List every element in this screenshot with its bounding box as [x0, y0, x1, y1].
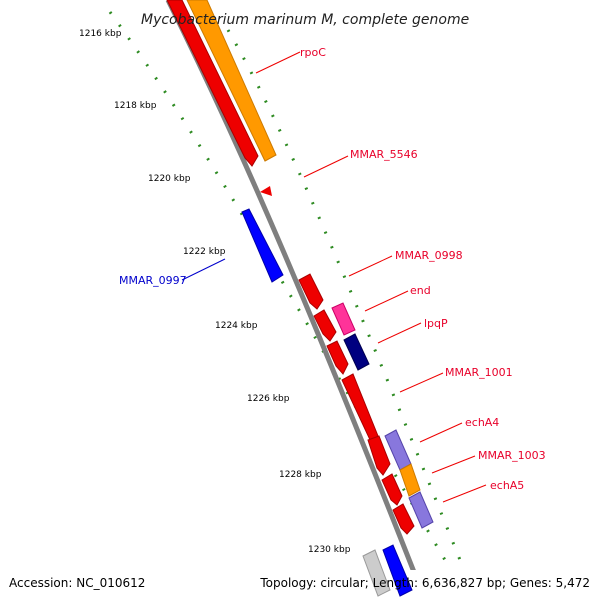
map-title: Mycobacterium marinum M, complete genome — [141, 12, 469, 28]
gene-label-MMAR_5546[interactable]: MMAR_5546 — [350, 148, 418, 161]
tick-label: 1230 kbp — [308, 545, 351, 555]
tick-rail-outer — [108, 11, 453, 570]
leader-line-reverse — [181, 258, 226, 281]
tick-label: 1220 kbp — [148, 174, 191, 184]
gene-label-MMAR_1003[interactable]: MMAR_1003 — [478, 449, 546, 462]
gene-MMAR_1003-orange[interactable] — [399, 463, 421, 497]
gene-rpoC-red[interactable] — [166, 0, 259, 167]
leader-lines — [255, 51, 487, 503]
gene-label-lpqP[interactable]: lpqP — [424, 317, 448, 330]
tick-label: 1226 kbp — [247, 394, 290, 404]
gene-rpoC-orange[interactable] — [186, 0, 277, 162]
gene-label-echA4[interactable]: echA4 — [465, 416, 499, 429]
gene-echA5-red[interactable] — [392, 503, 415, 535]
accession-text: Accession: NC_010612 — [9, 576, 146, 590]
gene-label-MMAR_1001[interactable]: MMAR_1001 — [445, 366, 513, 379]
tick-label: 1224 kbp — [215, 321, 258, 331]
tick-label: 1228 kbp — [279, 470, 322, 480]
gene-MMAR_1003-red[interactable] — [381, 473, 403, 506]
tick-label: 1222 kbp — [183, 247, 226, 257]
gene-bottom-blue[interactable] — [382, 544, 413, 597]
gene-echA4-red[interactable] — [367, 435, 391, 476]
gene-label-echA5[interactable]: echA5 — [490, 479, 524, 492]
gene-MMAR_0997[interactable] — [241, 208, 284, 283]
genome-summary-text: Topology: circular; Length: 6,636,827 bp… — [260, 576, 590, 590]
gene-small-red[interactable] — [260, 186, 272, 196]
gene-end-red[interactable] — [313, 309, 337, 342]
tick-label: 1218 kbp — [114, 101, 157, 111]
tick-label: 1216 kbp — [79, 29, 122, 39]
gene-bottom-grey[interactable] — [362, 549, 391, 597]
gene-label-rpoC[interactable]: rpoC — [300, 46, 326, 59]
gene-echA5-purple[interactable] — [408, 491, 434, 529]
gene-label-MMAR_0997[interactable]: MMAR_0997 — [119, 274, 187, 287]
gene-label-end[interactable]: end — [410, 284, 431, 297]
gene-label-MMAR_0998[interactable]: MMAR_0998 — [395, 249, 463, 262]
gene-MMAR_0998[interactable] — [298, 273, 324, 310]
genome-backbone — [165, 0, 416, 570]
gene-end-pink[interactable] — [331, 302, 356, 336]
gene-lpqP-red[interactable] — [326, 340, 349, 375]
gene-lpqP-navy[interactable] — [343, 333, 370, 371]
